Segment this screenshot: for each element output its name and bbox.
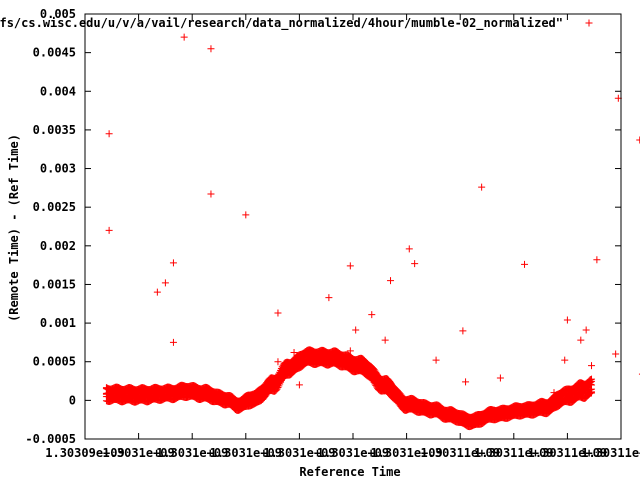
x-tick-label: 1.3031e+09 <box>370 446 442 460</box>
x-tick-label: 1.30311e+09 <box>420 446 499 460</box>
outlier-point <box>105 226 113 234</box>
outlier-point <box>387 277 395 285</box>
y-tick-label: 0.002 <box>40 239 76 253</box>
x-tick-label: 1.30311e+09 <box>528 446 607 460</box>
outlier-point <box>496 374 504 382</box>
legend-marker-symbol <box>585 19 593 27</box>
y-tick-label: 0.001 <box>40 316 76 330</box>
y-tick-label: 0.004 <box>40 84 76 98</box>
outlier-point <box>561 356 569 364</box>
plot-frame <box>84 13 622 440</box>
outlier-points <box>105 33 640 397</box>
outlier-point <box>521 260 529 268</box>
outlier-point <box>346 262 354 270</box>
outlier-point <box>207 45 215 53</box>
data-point <box>588 375 596 383</box>
outlier-point <box>290 348 298 356</box>
outlier-point <box>368 311 376 319</box>
y-tick-label: 0 <box>69 393 76 407</box>
legend: "/afs/cs.wisc.edu/u/v/a/vail/research/da… <box>0 16 593 31</box>
x-tick-label: 1.3031e+09 <box>210 446 282 460</box>
outlier-point <box>582 326 590 334</box>
outlier-point <box>411 260 419 268</box>
outlier-point <box>636 136 640 144</box>
x-tick-label: 1.3031e+09 <box>102 446 174 460</box>
outlier-point <box>207 190 215 198</box>
y-tick-label: 0.0035 <box>33 123 76 137</box>
outlier-point <box>352 326 360 334</box>
x-axis: 1.30309e+091.3031e+091.3031e+091.3031e+0… <box>45 14 640 460</box>
x-tick-label: 1.30309e+09 <box>45 446 124 460</box>
y-tick-label: -0.0005 <box>25 432 76 446</box>
y-tick-label: 0.0015 <box>33 277 76 291</box>
outlier-point <box>169 338 177 346</box>
outlier-point <box>180 33 188 41</box>
outlier-point <box>593 256 601 264</box>
x-tick-label: 1.3031e+09 <box>263 446 335 460</box>
y-tick-label: 0.0045 <box>33 46 76 60</box>
y-axis-label: (Remote Time) - (Ref Time) <box>7 134 21 322</box>
outlier-point <box>432 356 440 364</box>
outlier-point <box>169 259 177 267</box>
x-tick-label: 1.30311e+09 <box>581 446 640 460</box>
outlier-point <box>563 316 571 324</box>
outlier-point <box>161 279 169 287</box>
y-tick-label: 0.005 <box>40 7 76 21</box>
outlier-point <box>550 389 558 397</box>
y-tick-label: 0.003 <box>40 162 76 176</box>
band-points <box>102 346 596 431</box>
y-tick-label: 0.0025 <box>33 200 76 214</box>
outlier-point <box>153 288 161 296</box>
outlier-point <box>274 358 282 366</box>
outlier-point <box>105 130 113 138</box>
outlier-point <box>405 245 413 253</box>
y-tick-label: 0.0005 <box>33 355 76 369</box>
outlier-point <box>325 294 333 302</box>
outlier-point <box>478 183 486 191</box>
x-axis-label: Reference Time <box>299 465 400 479</box>
outlier-point <box>577 336 585 344</box>
outlier-point <box>588 362 596 370</box>
x-tick-label: 1.3031e+09 <box>156 446 228 460</box>
plot-marks <box>102 33 640 431</box>
legend-marker <box>585 19 593 27</box>
outlier-point <box>381 336 389 344</box>
outlier-point <box>459 327 467 335</box>
outlier-point <box>346 347 354 355</box>
x-tick-label: 1.30311e+09 <box>474 446 553 460</box>
y-axis: -0.0005 0 0.0005 0.001 0.0015 0.002 0.0025 0.00… <box>25 7 621 446</box>
outlier-point <box>462 378 470 386</box>
outlier-point <box>242 211 250 219</box>
outlier-point <box>612 350 620 358</box>
x-tick-label: 1.3031e+09 <box>317 446 389 460</box>
legend-series-label: "/afs/cs.wisc.edu/u/v/a/vail/research/da… <box>0 16 563 31</box>
outlier-point <box>295 381 303 389</box>
outlier-point <box>274 309 282 317</box>
